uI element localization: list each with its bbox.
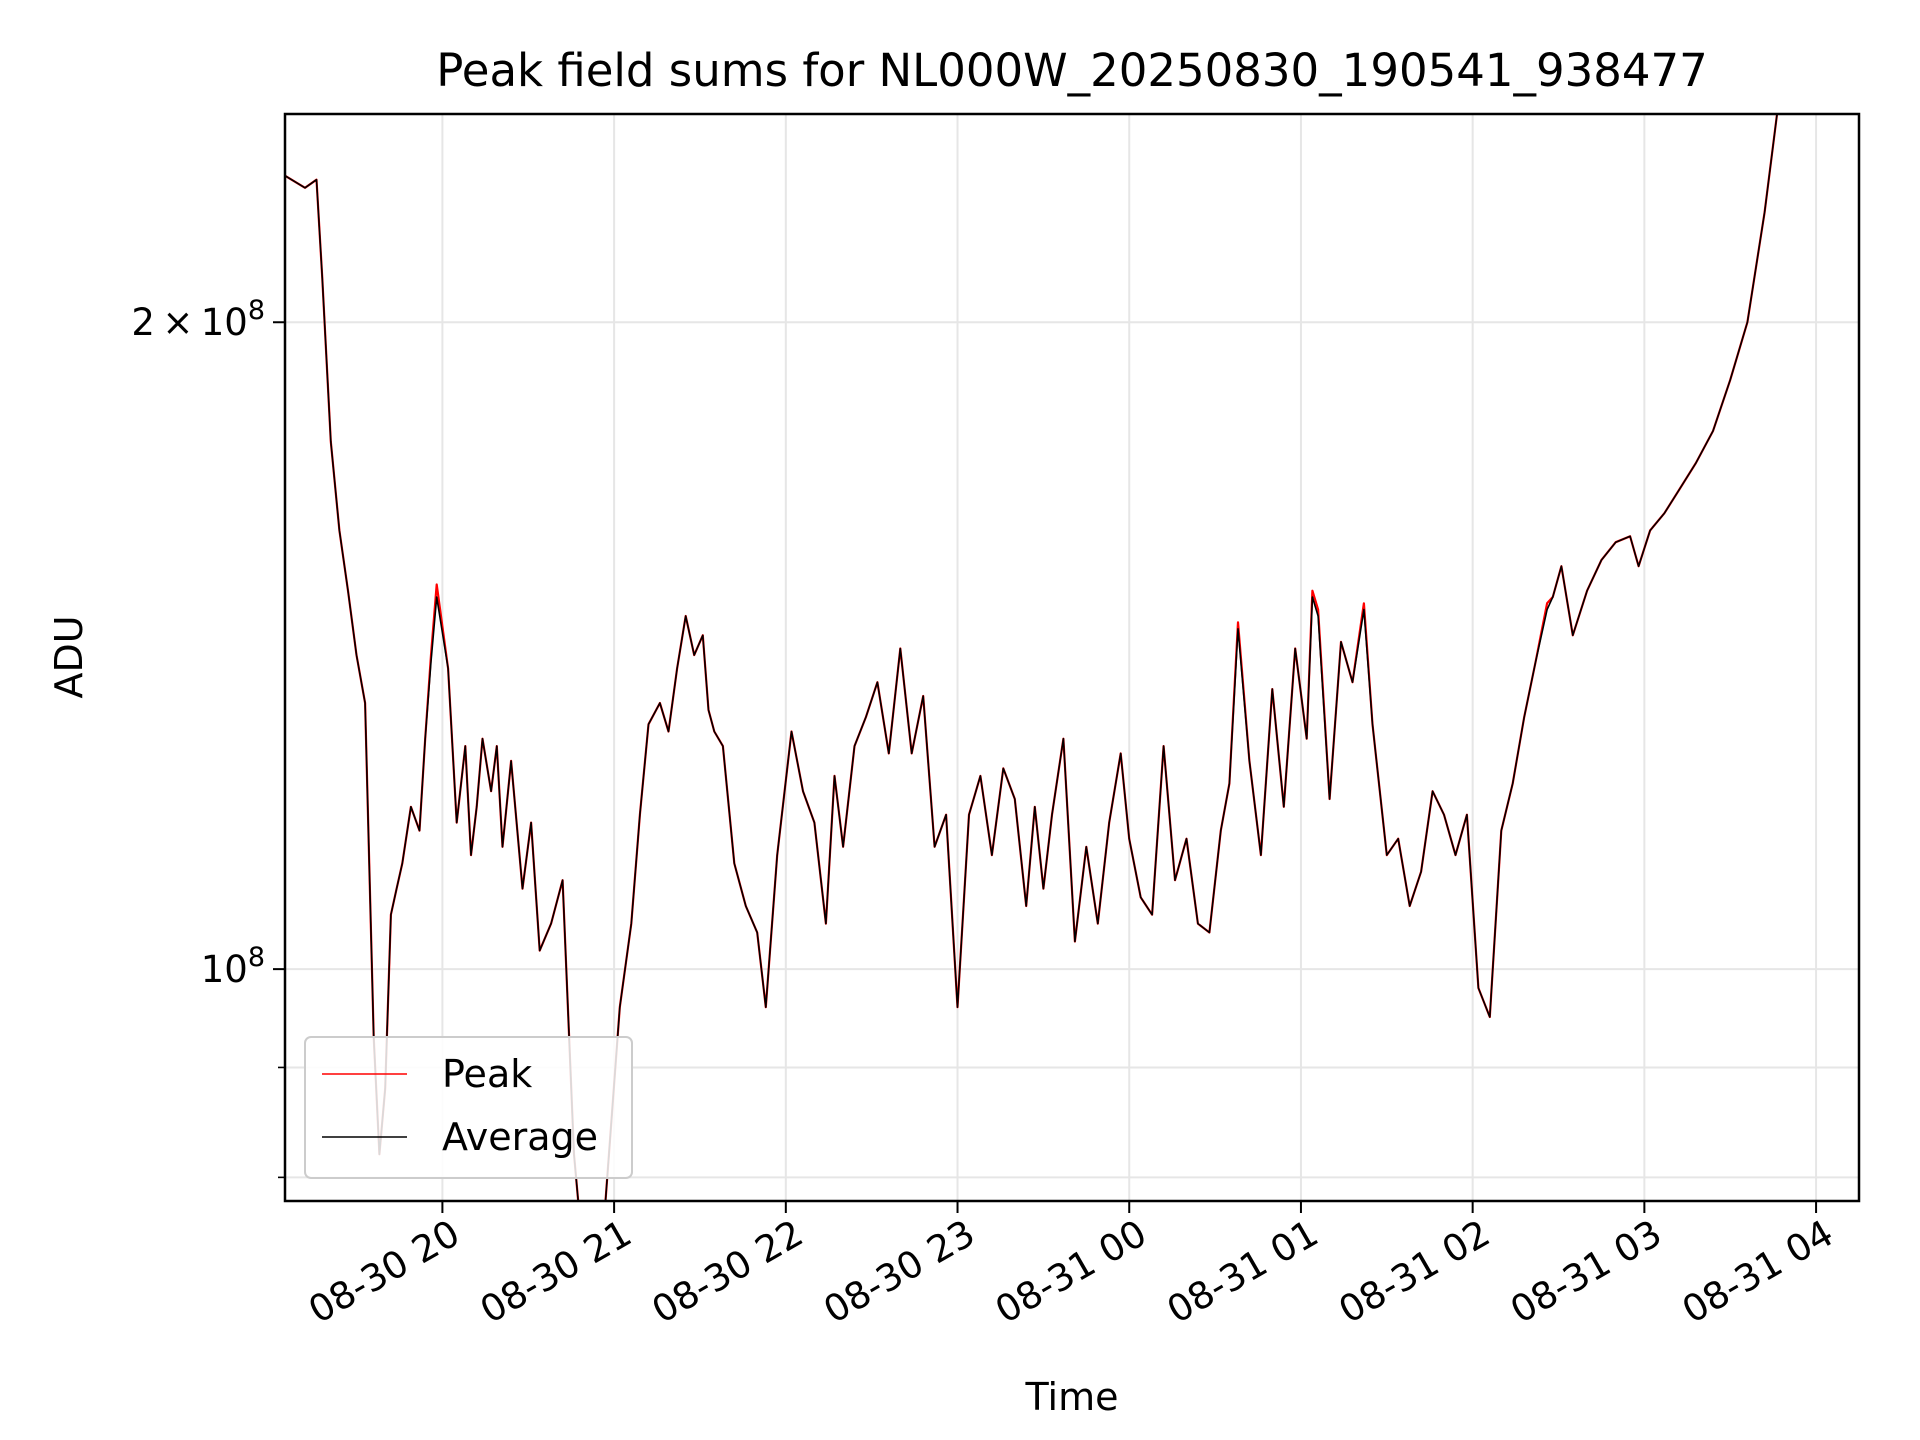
plot-series: [285, 114, 1779, 1201]
y-tick-label: 108: [201, 942, 265, 991]
x-tick-label: 08-30 21: [473, 1212, 639, 1332]
x-tick-label: 08-31 02: [1332, 1212, 1498, 1332]
x-tick-label: 08-30 22: [645, 1212, 811, 1332]
legend: Peak Average: [304, 1036, 633, 1179]
series-line-average: [285, 114, 1778, 1201]
x-tick-label: 08-31 01: [1160, 1212, 1326, 1332]
x-tick-label: 08-31 03: [1503, 1212, 1669, 1332]
x-axis-label: Time: [1025, 1375, 1119, 1419]
legend-box: [304, 1036, 633, 1179]
x-tick-label: 08-31 00: [988, 1212, 1154, 1332]
x-tick-label: 08-30 20: [301, 1212, 467, 1332]
x-axis-ticks: 08-30 20 08-30 21 08-30 22 08-30 23 08-31 00…: [301, 1201, 1841, 1332]
y-axis-ticks: 2 × 108 108: [131, 295, 285, 1179]
x-tick-label: 08-30 23: [816, 1212, 982, 1332]
x-tick-label: 08-31 04: [1675, 1212, 1841, 1332]
legend-label-average: Average: [442, 1115, 598, 1159]
y-tick-label: 2 × 108: [131, 295, 265, 344]
y-axis-label: ADU: [47, 615, 91, 698]
legend-label-peak: Peak: [442, 1052, 532, 1096]
chart-title: Peak field sums for NL000W_20250830_1905…: [436, 44, 1708, 97]
plot-frame: [283, 112, 1861, 1203]
